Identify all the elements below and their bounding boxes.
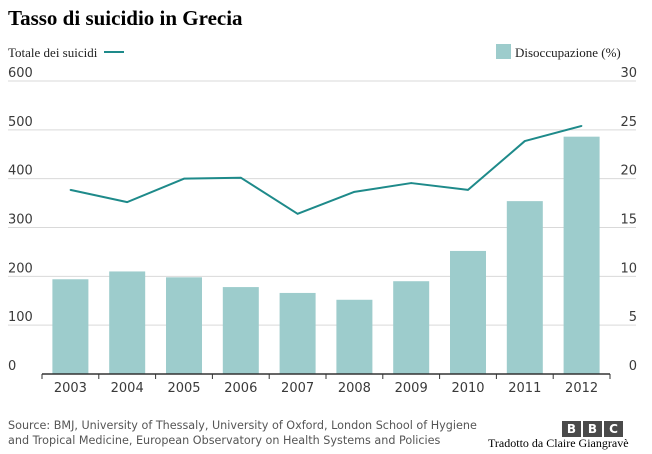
suicides-line xyxy=(70,124,582,215)
x-tick-label-2004: 2004 xyxy=(111,381,144,396)
y-left-tick-label: 600 xyxy=(8,66,33,81)
x-tick-label-2010: 2010 xyxy=(451,381,484,396)
suicides-point-2009 xyxy=(410,182,413,184)
y-right-tick-label: 20 xyxy=(620,164,637,179)
x-tick-label-2011: 2011 xyxy=(508,381,541,396)
suicides-point-2012 xyxy=(580,125,583,127)
bar-2011 xyxy=(506,201,543,374)
y-right-tick-label: 30 xyxy=(620,66,637,81)
y-right-tick-label: 10 xyxy=(620,261,637,276)
legend-bar-label: Disoccupazione (%) xyxy=(515,45,621,60)
y-left-tick-label: 500 xyxy=(8,115,33,130)
line-layer xyxy=(69,124,583,215)
axis-layer: 0 100 200 300 400 500 600 0 5 10 15 20 25 30 2003 2004 2… xyxy=(8,66,637,396)
bbc-logo-letter-3: C xyxy=(604,421,623,437)
chart-title: Tasso di suicidio in Grecia xyxy=(8,6,243,30)
x-tick-label-2003: 2003 xyxy=(54,381,87,396)
y-right-tick-label: 5 xyxy=(629,310,637,325)
bar-2003 xyxy=(52,279,89,374)
source-text: Source: BMJ, University of Thessaly, Uni… xyxy=(8,418,508,448)
suicides-point-2003 xyxy=(69,189,72,191)
suicides-point-2010 xyxy=(467,189,469,191)
bar-2006 xyxy=(222,287,259,374)
suicides-point-2011 xyxy=(524,140,526,142)
bbc-logo-letter-2: B xyxy=(583,421,602,437)
bar-2012 xyxy=(563,136,600,374)
bar-2010 xyxy=(450,250,486,374)
legend-bar-swatch xyxy=(496,44,511,59)
x-tick-label-2007: 2007 xyxy=(281,381,314,396)
y-left-tick-label: 200 xyxy=(8,261,33,276)
y-left-tick-label: 400 xyxy=(8,164,33,179)
legend: Totale dei suicidi Disoccupazione (%) xyxy=(8,44,621,60)
bar-2007 xyxy=(279,292,316,374)
source-line-1: Source: BMJ, University of Thessaly, Uni… xyxy=(8,419,477,432)
bbc-logo-letter-1: B xyxy=(562,421,581,437)
bar-2009 xyxy=(393,281,430,374)
suicides-point-2005 xyxy=(183,177,185,180)
y-left-tick-label: 0 xyxy=(8,359,16,374)
x-tick-label-2009: 2009 xyxy=(395,381,428,396)
suicides-point-2008 xyxy=(353,191,356,193)
translator-credit: Tradotto da Claire Giangravè xyxy=(488,436,629,450)
legend-line-label: Totale dei suicidi xyxy=(8,45,98,60)
bar-2008 xyxy=(336,299,373,374)
y-right-tick-label: 0 xyxy=(629,359,637,374)
source-line-2: and Tropical Medicine, European Observat… xyxy=(8,434,441,447)
y-right-tick-label: 25 xyxy=(620,115,637,130)
x-tick-label-2005: 2005 xyxy=(167,381,200,396)
suicides-point-2007 xyxy=(296,213,299,215)
bar-2005 xyxy=(166,277,202,374)
bar-2004 xyxy=(109,271,146,374)
y-left-tick-label: 100 xyxy=(8,310,33,325)
y-left-tick-label: 300 xyxy=(8,213,33,228)
x-tick-label-2006: 2006 xyxy=(224,381,257,396)
x-tick-label-2012: 2012 xyxy=(565,381,598,396)
x-tick-label-2008: 2008 xyxy=(338,381,371,396)
suicides-point-2004 xyxy=(126,201,128,203)
y-right-tick-label: 15 xyxy=(620,213,637,228)
bar-layer xyxy=(52,136,600,374)
suicides-point-2006 xyxy=(240,176,242,179)
